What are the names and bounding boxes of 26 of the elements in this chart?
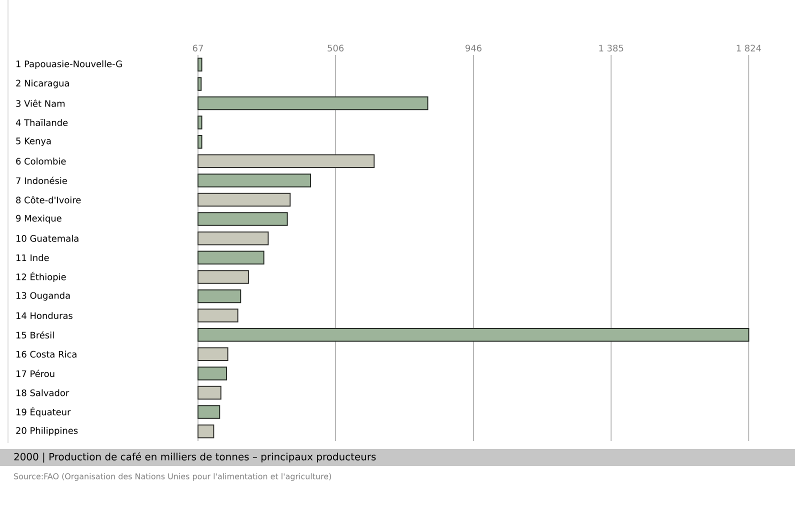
y-tick-label: 6 Colombie <box>16 158 66 165</box>
y-tick-label: 5 Kenya <box>16 138 51 146</box>
y-tick-label: 1 Papouasie-Nouvelle-G <box>16 60 122 69</box>
y-tick-label: 7 Indonésie <box>16 176 67 184</box>
y-tick-label: 16 Costa Rica <box>16 350 76 358</box>
y-tick-label: 9 Mexique <box>16 214 62 224</box>
y-tick-label: 15 Brésil <box>16 331 54 338</box>
y-tick-label: 14 Honduras <box>16 312 72 320</box>
y-tick-label: 2 Nicaragua <box>16 80 69 88</box>
y-tick-label: 10 Guatemala <box>16 234 78 242</box>
y-tick-label: 3 Viêt Nam <box>16 100 65 107</box>
x-tick-label: 946 <box>466 44 482 52</box>
y-tick-label: 19 Équateur <box>16 406 71 418</box>
y-tick-label: 20 Philippines <box>16 427 78 436</box>
y-tick-label: 4 Thaïlande <box>16 119 68 126</box>
y-tick-label: 17 Pérou <box>16 370 54 378</box>
x-tick-label: 67 <box>192 44 203 52</box>
y-tick-label: 18 Salvador <box>16 389 70 396</box>
y-tick-label: 8 Côte-d'Ivoire <box>16 196 81 204</box>
y-tick-label: 11 Inde <box>16 254 49 262</box>
y-tick-label: 13 Ouganda <box>16 292 70 301</box>
x-tick-label: 506 <box>328 44 344 52</box>
x-tick-label: 1 824 <box>736 44 762 52</box>
x-tick-label: 1 385 <box>599 44 624 52</box>
text: 2000 | Production de café en milliers de tonnes – principaux producteurs <box>14 452 376 463</box>
y-tick-label: 12 Éthiopie <box>16 272 66 282</box>
